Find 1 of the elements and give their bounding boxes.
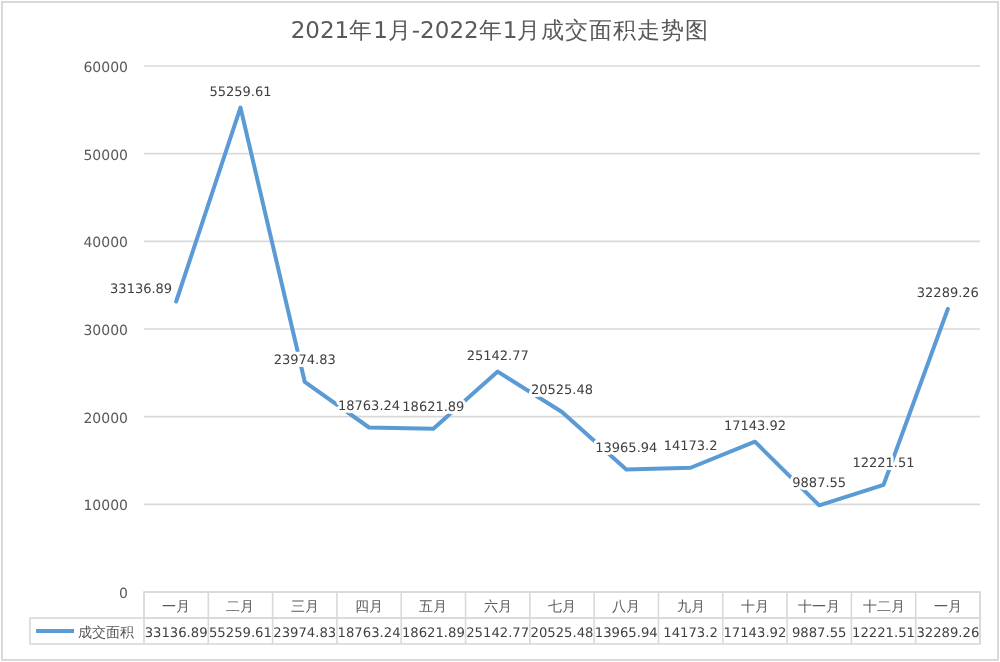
chart-title: 2021年1月-2022年1月成交面积走势图 — [290, 16, 710, 44]
